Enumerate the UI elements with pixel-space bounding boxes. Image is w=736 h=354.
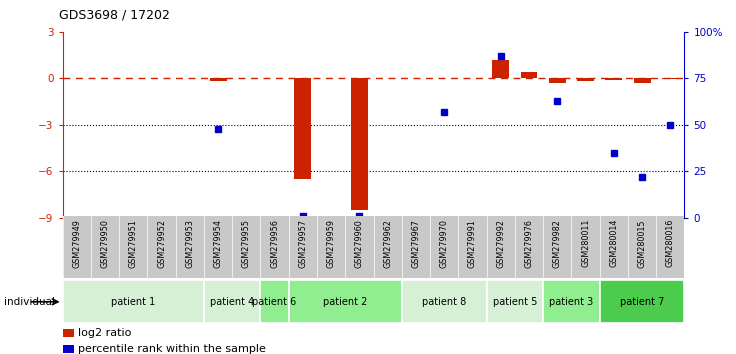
Bar [520,72,537,78]
Text: GSM279982: GSM279982 [553,219,562,268]
Bar [543,280,600,323]
Text: GSM279959: GSM279959 [327,219,336,268]
Bar [210,78,227,81]
Text: GSM280011: GSM280011 [581,219,590,267]
Bar [600,280,684,323]
Bar [289,280,402,323]
Text: patient 6: patient 6 [252,297,297,307]
Text: patient 7: patient 7 [620,297,665,307]
Bar [577,78,594,81]
Bar [492,60,509,78]
Bar [261,280,289,323]
Text: percentile rank within the sample: percentile rank within the sample [78,344,266,354]
Text: GSM280015: GSM280015 [637,219,647,268]
Text: patient 2: patient 2 [323,297,367,307]
Text: GSM279957: GSM279957 [298,219,308,268]
Bar [402,280,486,323]
Text: GSM279976: GSM279976 [525,219,534,268]
Text: GSM280014: GSM280014 [609,219,618,267]
Text: patient 5: patient 5 [492,297,537,307]
Bar [63,345,74,353]
Text: GSM279952: GSM279952 [157,219,166,268]
Text: GSM279992: GSM279992 [496,219,505,268]
Text: patient 8: patient 8 [422,297,467,307]
Text: GSM279949: GSM279949 [72,219,81,268]
Text: GSM279953: GSM279953 [185,219,194,268]
Bar [549,78,566,83]
Text: GSM279991: GSM279991 [468,219,477,268]
Text: GSM280016: GSM280016 [666,219,675,267]
Text: patient 3: patient 3 [549,297,593,307]
Text: GDS3698 / 17202: GDS3698 / 17202 [59,9,170,22]
Text: patient 1: patient 1 [111,297,155,307]
Bar [351,78,368,210]
Text: GSM279951: GSM279951 [129,219,138,268]
Text: GSM279950: GSM279950 [100,219,110,268]
Bar [486,280,543,323]
Bar [605,78,622,80]
Bar [662,78,679,79]
Text: individual: individual [4,297,54,307]
Text: patient 4: patient 4 [210,297,255,307]
Bar [63,329,74,337]
Text: GSM279962: GSM279962 [383,219,392,268]
Text: GSM279970: GSM279970 [439,219,449,268]
Text: log2 ratio: log2 ratio [78,328,132,338]
Text: GSM279956: GSM279956 [270,219,279,268]
Bar [634,78,651,83]
Bar [63,280,204,323]
Bar [294,78,311,179]
Text: GSM279960: GSM279960 [355,219,364,268]
Text: GSM279967: GSM279967 [411,219,420,268]
Bar [204,280,261,323]
Text: GSM279954: GSM279954 [213,219,222,268]
Text: GSM279955: GSM279955 [242,219,251,268]
